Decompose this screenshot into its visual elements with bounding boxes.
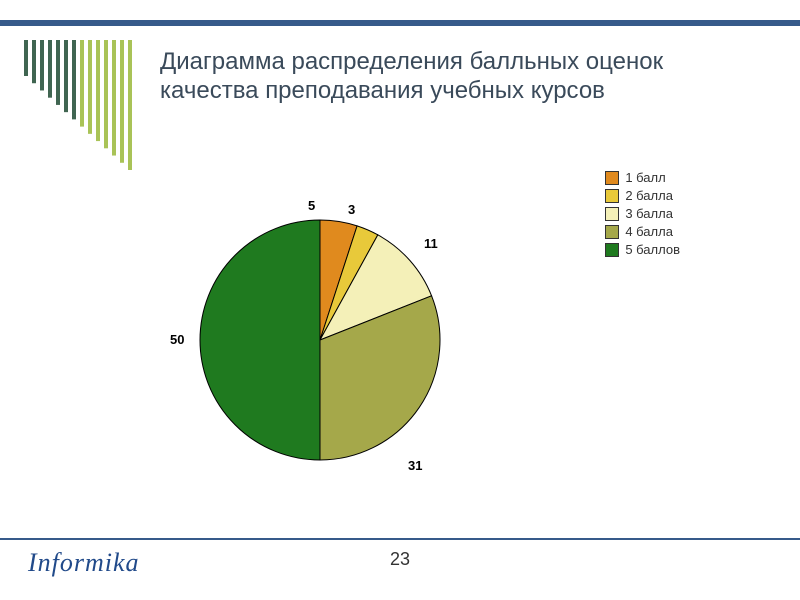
pie-data-label: 50 bbox=[170, 332, 184, 347]
top-rule bbox=[0, 20, 800, 26]
legend-item: 2 балла bbox=[605, 188, 680, 203]
pie-wrap: 53113150 bbox=[190, 210, 450, 470]
slide-title: Диаграмма распределения балльных оценок … bbox=[160, 48, 760, 106]
bottom-rule bbox=[0, 538, 800, 540]
legend-label: 5 баллов bbox=[625, 242, 680, 257]
deco-bars-icon bbox=[24, 40, 154, 180]
page-number: 23 bbox=[0, 549, 800, 570]
legend-label: 2 балла bbox=[625, 188, 673, 203]
pie-svg bbox=[190, 210, 450, 470]
legend-item: 4 балла bbox=[605, 224, 680, 239]
legend-item: 5 баллов bbox=[605, 242, 680, 257]
legend-label: 4 балла bbox=[625, 224, 673, 239]
legend-label: 3 балла bbox=[625, 206, 673, 221]
slide: Диаграмма распределения балльных оценок … bbox=[0, 0, 800, 600]
legend-item: 1 балл bbox=[605, 170, 680, 185]
pie-data-label: 31 bbox=[408, 458, 422, 473]
pie-data-label: 11 bbox=[424, 236, 438, 251]
legend-label: 1 балл bbox=[625, 170, 665, 185]
legend-item: 3 балла bbox=[605, 206, 680, 221]
legend: 1 балл 2 балла 3 балла 4 балла 5 баллов bbox=[605, 170, 680, 260]
pie-slice bbox=[200, 220, 320, 460]
pie-data-label: 5 bbox=[308, 198, 315, 213]
legend-swatch bbox=[605, 243, 619, 257]
legend-swatch bbox=[605, 225, 619, 239]
legend-swatch bbox=[605, 171, 619, 185]
pie-chart: 5 3 11 31 50 1 балл 2 балла 3 балла 4 балла 5 ба… bbox=[120, 170, 680, 490]
pie-data-label: 3 bbox=[348, 202, 355, 217]
legend-swatch bbox=[605, 207, 619, 221]
legend-swatch bbox=[605, 189, 619, 203]
